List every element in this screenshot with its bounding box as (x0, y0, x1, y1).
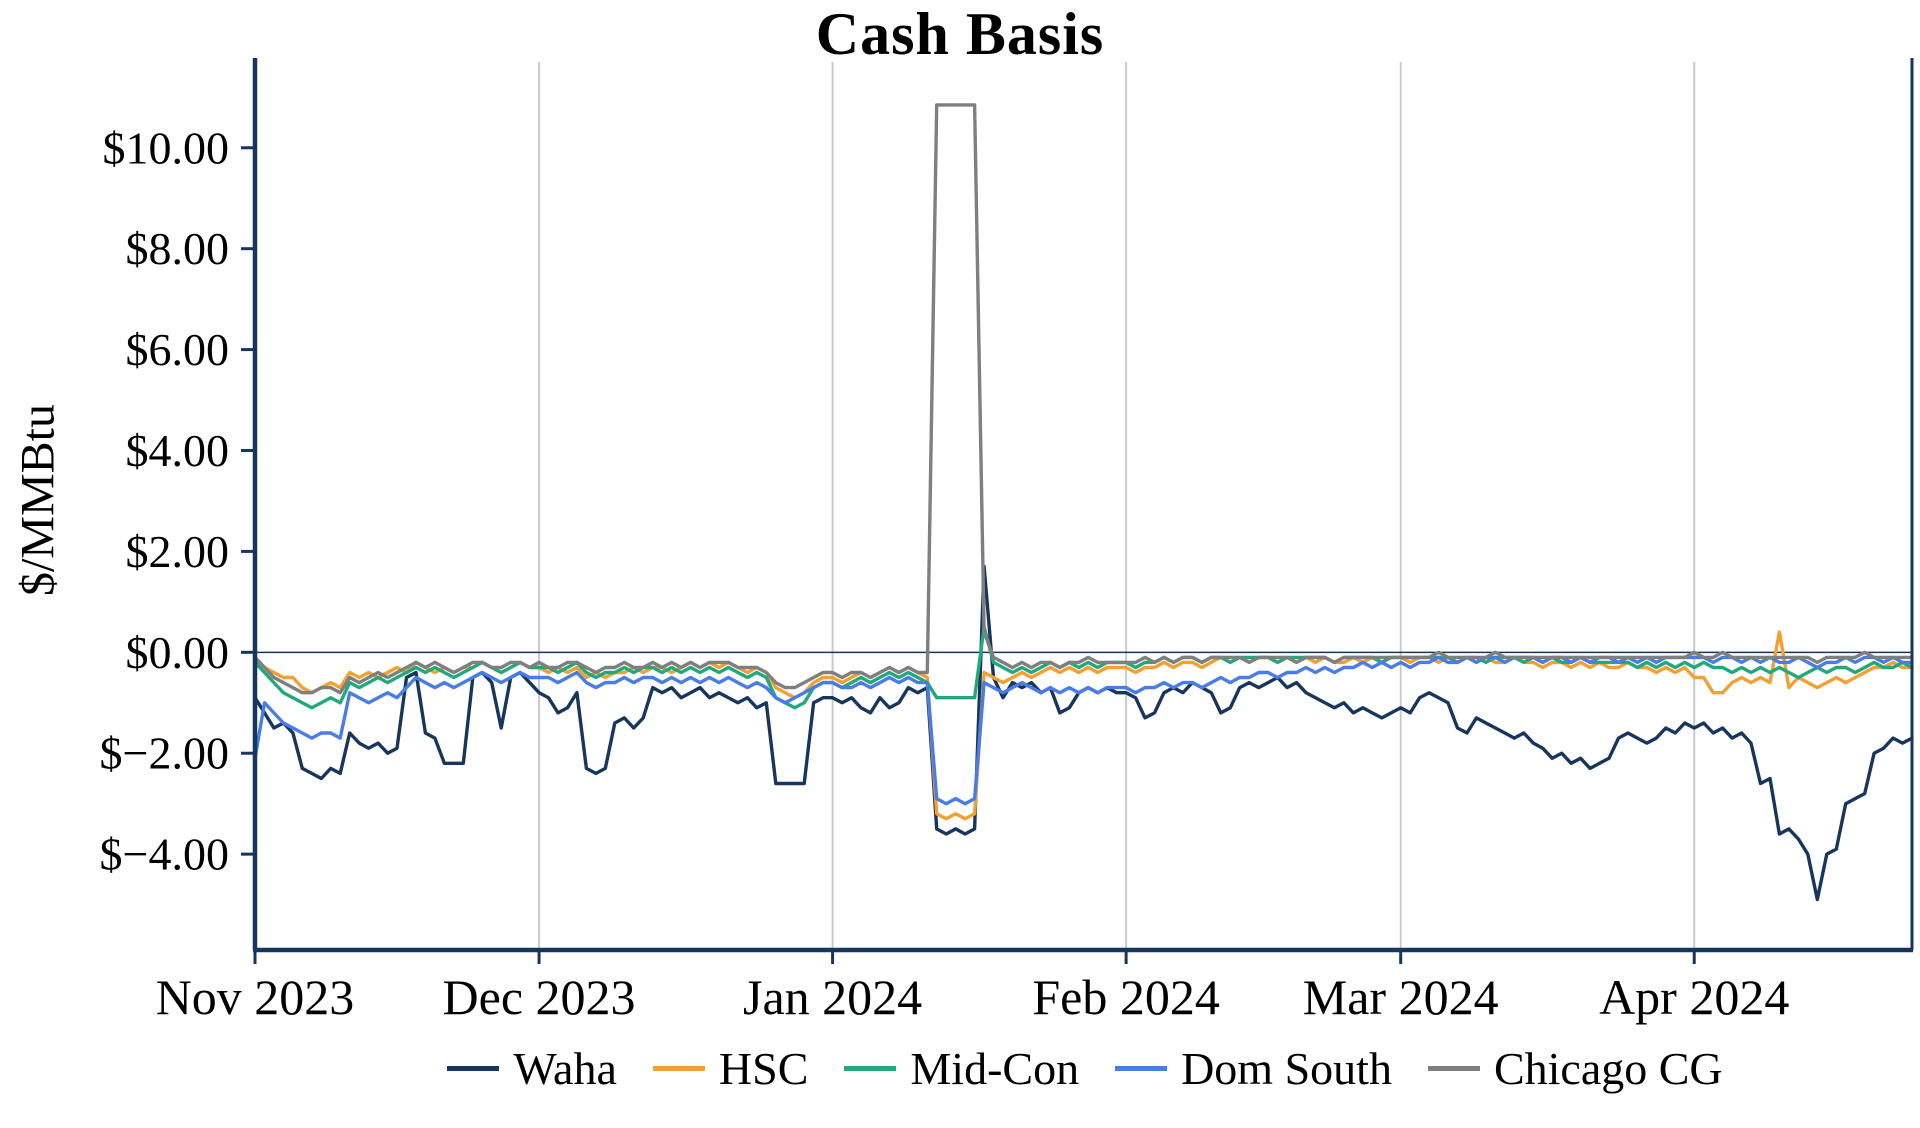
legend-line-swatch (844, 1066, 897, 1071)
y-tick-label: $10.00 (103, 122, 230, 173)
legend-item-waha: Waha (447, 1042, 617, 1095)
y-tick-label: $8.00 (126, 223, 230, 274)
series-line-waha (253, 564, 1914, 902)
x-tick-label: Nov 2023 (156, 969, 355, 1025)
x-tick-label: Mar 2024 (1303, 969, 1499, 1025)
legend-line-swatch (1115, 1066, 1168, 1071)
legend-label: HSC (718, 1043, 809, 1094)
y-tick-label: $0.00 (126, 627, 230, 678)
legend-item-hsc: HSC (652, 1042, 809, 1095)
y-tick-label: $4.00 (126, 425, 230, 476)
legend-label: Waha (513, 1043, 617, 1094)
chart-legend: Waha HSC Mid-Con Dom South Chicago CG (255, 1042, 1915, 1095)
legend-line-swatch (652, 1066, 705, 1071)
legend-label: Chicago CG (1493, 1043, 1723, 1094)
y-tick-label: $6.00 (126, 324, 230, 375)
x-tick-label: Jan 2024 (743, 969, 922, 1025)
legend-label: Mid-Con (910, 1043, 1080, 1094)
legend-item-chicago-cg: Chicago CG (1427, 1042, 1723, 1095)
x-tick-label: Feb 2024 (1032, 969, 1220, 1025)
legend-line-swatch (1427, 1066, 1480, 1071)
legend-item-mid-con: Mid-Con (844, 1042, 1079, 1095)
series-line-chicago-cg (253, 103, 1914, 695)
legend-item-dom-south: Dom South (1115, 1042, 1392, 1095)
series-line-dom-south (253, 655, 1914, 806)
x-tick-label: Dec 2023 (443, 969, 636, 1025)
y-tick-label: $−2.00 (100, 728, 229, 779)
y-tick-label: $2.00 (126, 526, 230, 577)
x-tick-label: Apr 2024 (1599, 969, 1789, 1025)
legend-label: Dom South (1181, 1043, 1392, 1094)
chart-title: Cash Basis (815, 1, 1105, 67)
y-tick-label: $−4.00 (100, 829, 229, 880)
legend-line-swatch (447, 1066, 500, 1071)
